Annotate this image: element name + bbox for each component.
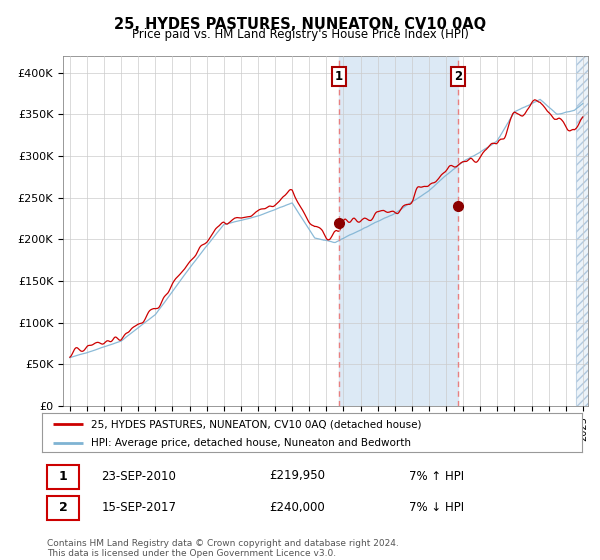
Text: HPI: Average price, detached house, Nuneaton and Bedworth: HPI: Average price, detached house, Nune… [91, 438, 410, 447]
Bar [338, 56, 458, 406]
Text: 23-SEP-2010: 23-SEP-2010 [101, 469, 176, 483]
FancyBboxPatch shape [47, 496, 79, 520]
Text: 7% ↑ HPI: 7% ↑ HPI [409, 469, 464, 483]
FancyBboxPatch shape [47, 465, 79, 488]
Text: Price paid vs. HM Land Registry's House Price Index (HPI): Price paid vs. HM Land Registry's House … [131, 28, 469, 41]
Text: 25, HYDES PASTURES, NUNEATON, CV10 0AQ: 25, HYDES PASTURES, NUNEATON, CV10 0AQ [114, 17, 486, 32]
Text: 15-SEP-2017: 15-SEP-2017 [101, 501, 176, 514]
Text: 1: 1 [59, 469, 67, 483]
Bar [575, 56, 590, 406]
Text: 2: 2 [59, 501, 67, 514]
Text: £240,000: £240,000 [269, 501, 325, 514]
Bar [575, 56, 590, 406]
Text: 1: 1 [335, 71, 343, 83]
Text: £219,950: £219,950 [269, 469, 325, 483]
Text: 7% ↓ HPI: 7% ↓ HPI [409, 501, 464, 514]
Text: Contains HM Land Registry data © Crown copyright and database right 2024.
This d: Contains HM Land Registry data © Crown c… [47, 539, 399, 558]
Text: 2: 2 [454, 71, 463, 83]
Text: 25, HYDES PASTURES, NUNEATON, CV10 0AQ (detached house): 25, HYDES PASTURES, NUNEATON, CV10 0AQ (… [91, 419, 421, 430]
